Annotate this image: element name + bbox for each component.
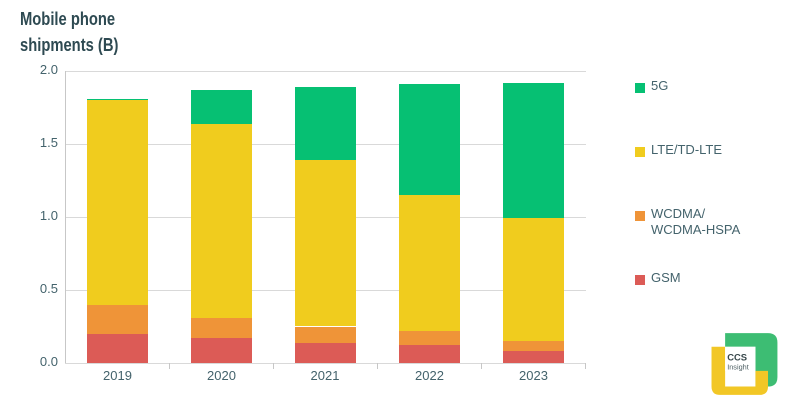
svg-text:Insight: Insight [727, 362, 749, 371]
svg-text:CCS: CCS [727, 351, 747, 362]
